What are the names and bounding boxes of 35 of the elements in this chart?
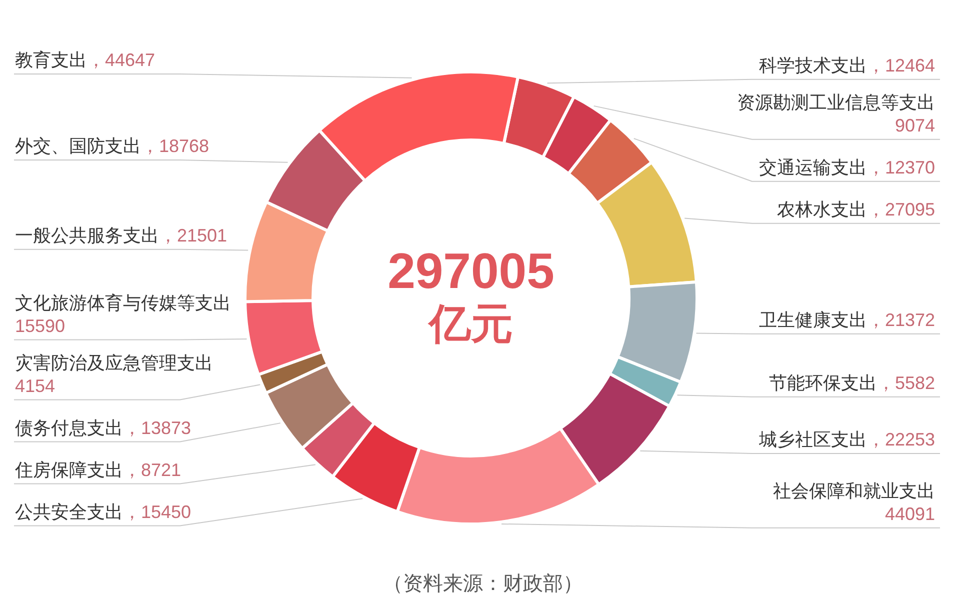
data-label: 44091 (884, 504, 935, 524)
data-label: ，12464 (866, 55, 935, 76)
text: 亿元 (427, 300, 513, 347)
data-label: ，13873 (123, 418, 192, 438)
slice-label: 文化旅游体育与传媒等支出 (15, 292, 231, 313)
slice-label: 灾害防治及应急管理支出 (15, 352, 213, 373)
slice-label: 住房保障支出 (14, 460, 123, 480)
data-label: 9074 (894, 115, 935, 136)
slice-label: 社会保障和就业支出 (773, 480, 935, 501)
data-label: ，8721 (123, 460, 182, 480)
slice-label: 公共安全支出 (15, 502, 123, 522)
data-label: ，5582 (876, 372, 935, 393)
slice-label: 教育支出 (15, 50, 87, 70)
data-label: ，44647 (87, 50, 156, 70)
slice-label: 节能环保支出 (768, 372, 877, 393)
data-label: ，15450 (123, 502, 192, 522)
data-label: ，12370 (866, 157, 935, 178)
data-label: ，21372 (866, 310, 935, 330)
slice-label: 交通运输支出 (758, 157, 867, 178)
data-label: 4154 (15, 376, 56, 396)
data-label: 15590 (15, 316, 66, 336)
slice-label: 一般公共服务支出 (15, 225, 159, 246)
data-label: ，22253 (866, 430, 935, 450)
data-label: ，21501 (159, 225, 228, 246)
slice-label: 外交、国防支出 (15, 136, 141, 156)
slice-label: 债务付息支出 (15, 418, 123, 438)
text: 297005 (388, 243, 554, 299)
data-label: ，18768 (141, 136, 210, 156)
slice-label: 资源勘测工业信息等支出 (737, 92, 935, 112)
slice-label: 城乡社区支出 (758, 430, 867, 450)
slice-label: 科学技术支出 (758, 55, 867, 76)
text: （资料来源：财政部） (383, 573, 583, 595)
data-label: ，27095 (866, 199, 935, 220)
slice-label: 农林水支出 (776, 199, 867, 220)
slice-label: 卫生健康支出 (758, 310, 867, 330)
